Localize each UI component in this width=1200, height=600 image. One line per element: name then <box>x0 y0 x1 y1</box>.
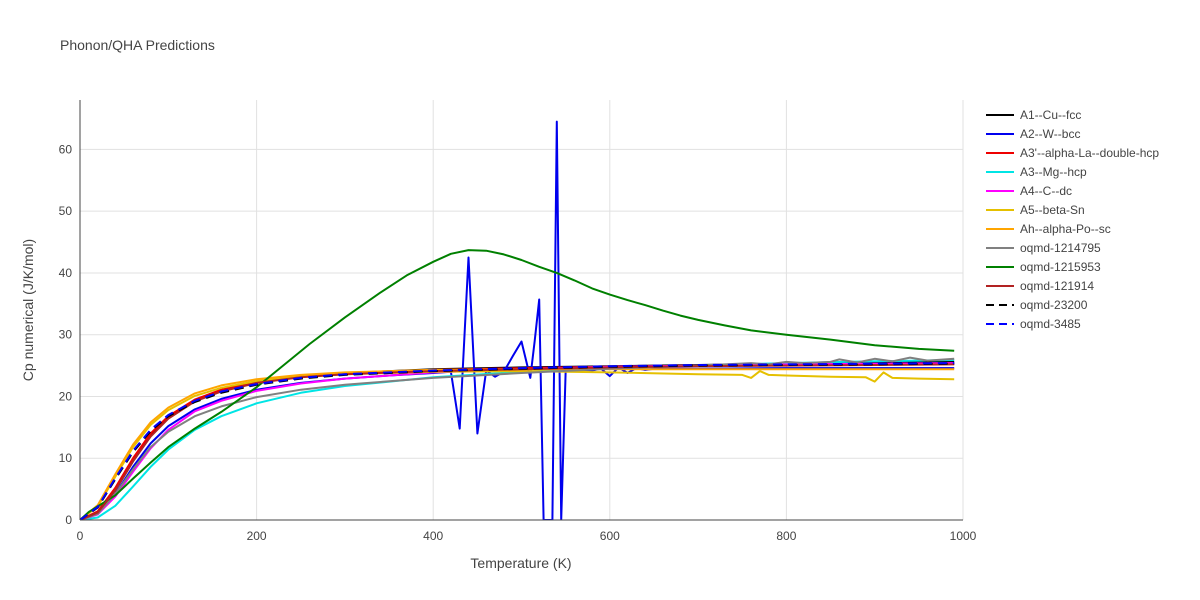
legend-label: A1--Cu--fcc <box>1020 108 1081 122</box>
legend-label: A4--C--dc <box>1020 184 1072 198</box>
series-line-a3-alpha-la-double-hcp <box>80 362 955 520</box>
series-line-oqmd-23200 <box>80 362 955 520</box>
legend-item-a5-beta-sn[interactable]: A5--beta-Sn <box>986 203 1085 217</box>
x-tick-label: 0 <box>77 529 84 543</box>
series-line-a2-w-bcc <box>80 120 955 520</box>
legend-label: A3'--alpha-La--double-hcp <box>1020 146 1159 160</box>
x-axis-title: Temperature (K) <box>470 555 571 571</box>
series-line-a3-mg-hcp <box>80 359 955 520</box>
legend-item-a4-c-dc[interactable]: A4--C--dc <box>986 184 1072 198</box>
y-tick-label: 0 <box>65 513 72 527</box>
y-axis-title: Cp numerical (J/K/mol) <box>20 239 36 381</box>
y-tick-label: 50 <box>59 204 73 218</box>
legend-label: oqmd-23200 <box>1020 298 1088 312</box>
series-layer <box>80 120 955 520</box>
tick-labels: 0 200 400 600 800 1000 0 10 20 30 40 50 60 <box>59 142 977 543</box>
legend-item-a1-cu-fcc[interactable]: A1--Cu--fcc <box>986 108 1081 122</box>
legend-item-a3-mg-hcp[interactable]: A3--Mg--hcp <box>986 165 1087 179</box>
series-line-a1-cu-fcc <box>80 360 955 520</box>
y-tick-label: 60 <box>59 142 73 156</box>
y-tick-label: 40 <box>59 266 73 280</box>
x-tick-label: 1000 <box>950 529 977 543</box>
series-line-oqmd-1214795 <box>80 356 955 520</box>
x-tick-label: 400 <box>423 529 443 543</box>
legend-item-ah-alpha-po-sc[interactable]: Ah--alpha-Po--sc <box>986 222 1111 236</box>
y-tick-label: 30 <box>59 328 73 342</box>
legend-label: oqmd-121914 <box>1020 279 1094 293</box>
legend-label: A2--W--bcc <box>1020 127 1080 141</box>
x-tick-label: 800 <box>776 529 796 543</box>
legend-item-oqmd-23200[interactable]: oqmd-23200 <box>986 298 1088 312</box>
legend[interactable]: A1--Cu--fcc A2--W--bcc A3'--alpha-La--doub… <box>986 108 1159 331</box>
legend-item-oqmd-1214795[interactable]: oqmd-1214795 <box>986 241 1101 255</box>
y-tick-label: 20 <box>59 389 73 403</box>
legend-label: oqmd-1215953 <box>1020 260 1101 274</box>
legend-label: A5--beta-Sn <box>1020 203 1085 217</box>
grid <box>80 100 964 520</box>
legend-item-a2-w-bcc[interactable]: A2--W--bcc <box>986 127 1080 141</box>
series-line-oqmd-1215953 <box>80 249 955 520</box>
chart-title: Phonon/QHA Predictions <box>60 37 215 53</box>
x-tick-label: 600 <box>600 529 620 543</box>
legend-label: A3--Mg--hcp <box>1020 165 1087 179</box>
series-line-ah-alpha-po-sc <box>80 368 955 520</box>
y-tick-label: 10 <box>59 451 73 465</box>
legend-label: oqmd-1214795 <box>1020 241 1101 255</box>
legend-item-oqmd-1215953[interactable]: oqmd-1215953 <box>986 260 1101 274</box>
x-tick-label: 200 <box>247 529 267 543</box>
legend-item-oqmd-121914[interactable]: oqmd-121914 <box>986 279 1094 293</box>
legend-item-a3-alpha-la-double-hcp[interactable]: A3'--alpha-La--double-hcp <box>986 146 1159 160</box>
series-line-oqmd-3485 <box>80 362 955 520</box>
legend-label: Ah--alpha-Po--sc <box>1020 222 1111 236</box>
series-line-a5-beta-sn <box>80 370 955 520</box>
series-line-a4-c-dc <box>80 362 955 520</box>
legend-label: oqmd-3485 <box>1020 317 1081 331</box>
legend-item-oqmd-3485[interactable]: oqmd-3485 <box>986 317 1081 331</box>
